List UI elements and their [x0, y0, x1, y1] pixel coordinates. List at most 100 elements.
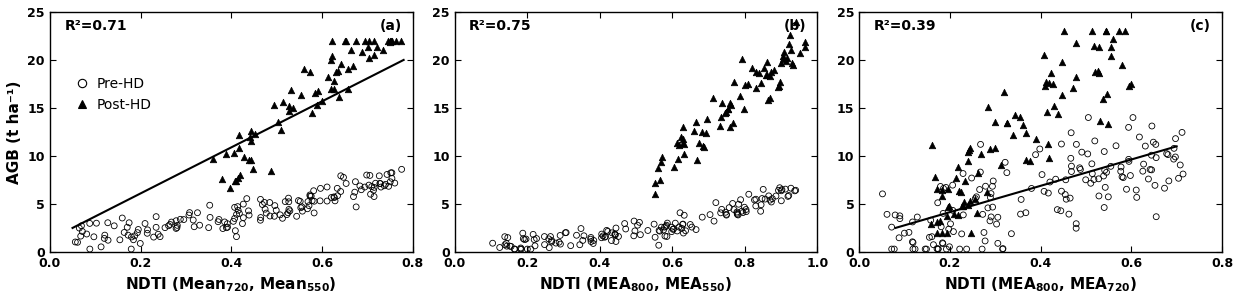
Point: [983, 178, 1003, 183]
Point: [264, 103, 284, 108]
Point: [735, 83, 755, 88]
Point: [949, 213, 968, 217]
Point: [644, 222, 663, 227]
Point: [1133, 162, 1153, 166]
Point: [128, 230, 148, 235]
Point: [382, 170, 402, 175]
Point: [241, 139, 260, 144]
Point: [291, 204, 311, 209]
Point: [769, 85, 789, 90]
Point: [1022, 186, 1042, 191]
Point: [955, 179, 975, 184]
Point: [615, 221, 635, 226]
Point: [381, 38, 401, 43]
Point: [971, 152, 991, 157]
Point: [1166, 154, 1185, 159]
Point: [217, 225, 237, 230]
Point: [300, 70, 320, 74]
Point: [934, 211, 954, 216]
Point: [966, 196, 986, 201]
Point: [1040, 180, 1060, 185]
Point: [1121, 173, 1141, 178]
Point: [303, 198, 322, 203]
Point: [231, 172, 250, 177]
Point: [765, 68, 785, 73]
Point: [916, 247, 936, 251]
Point: [662, 229, 682, 234]
Point: [239, 213, 259, 218]
Point: [965, 196, 985, 201]
Point: [760, 198, 780, 203]
Point: [237, 196, 257, 201]
Point: [72, 223, 92, 228]
Point: [223, 219, 243, 224]
Point: [275, 199, 295, 204]
Point: [1090, 119, 1110, 124]
Point: [255, 207, 275, 212]
Point: [646, 192, 666, 197]
Point: [270, 128, 290, 132]
Point: [1066, 142, 1086, 147]
Point: [551, 242, 570, 247]
Point: [226, 178, 246, 183]
Point: [773, 187, 792, 192]
Point: [923, 142, 942, 147]
Point: [780, 33, 800, 37]
Point: [98, 220, 118, 225]
Point: [988, 215, 1008, 220]
Point: [334, 175, 353, 180]
Point: [606, 226, 626, 231]
Point: [1048, 207, 1068, 212]
Point: [987, 222, 1007, 226]
Point: [746, 203, 766, 208]
Point: [203, 157, 223, 161]
Point: [304, 199, 324, 204]
Point: [217, 152, 237, 157]
Point: [270, 213, 290, 217]
Point: [779, 193, 799, 198]
Point: [184, 218, 203, 222]
Point: [1164, 146, 1184, 151]
Point: [1055, 192, 1075, 197]
Point: [593, 234, 613, 238]
Point: [1045, 177, 1065, 182]
X-axis label: NDTI (Mean$_{\mathbf{720}}$, Mean$_{\mathbf{550}}$): NDTI (Mean$_{\mathbf{720}}$, Mean$_{\mat…: [125, 275, 337, 294]
Point: [937, 204, 957, 209]
Point: [978, 206, 998, 210]
Point: [676, 228, 696, 233]
Point: [324, 79, 343, 84]
Point: [343, 194, 363, 199]
Point: [290, 199, 310, 204]
Point: [982, 205, 1002, 209]
Point: [346, 179, 366, 184]
Point: [129, 227, 149, 232]
Point: [118, 225, 138, 230]
Point: [1099, 122, 1118, 126]
Point: [976, 184, 996, 189]
Point: [539, 237, 559, 241]
Point: [1016, 210, 1035, 215]
Point: [1120, 84, 1140, 89]
Point: [234, 155, 254, 160]
Point: [1048, 112, 1068, 116]
Point: [300, 194, 320, 199]
Point: [379, 40, 399, 45]
Point: [1146, 214, 1166, 219]
Point: [1052, 189, 1071, 194]
Point: [930, 184, 950, 189]
Point: [130, 241, 150, 246]
Point: [567, 233, 587, 238]
Point: [337, 87, 357, 92]
Point: [291, 93, 311, 98]
Point: [327, 69, 347, 74]
Point: [728, 213, 748, 217]
Point: [335, 38, 355, 43]
Point: [497, 244, 517, 249]
Point: [746, 85, 766, 90]
Point: [980, 219, 999, 223]
Point: [200, 215, 219, 220]
Point: [625, 228, 645, 233]
Point: [980, 146, 999, 151]
Point: [1145, 183, 1164, 188]
Point: [284, 106, 304, 111]
